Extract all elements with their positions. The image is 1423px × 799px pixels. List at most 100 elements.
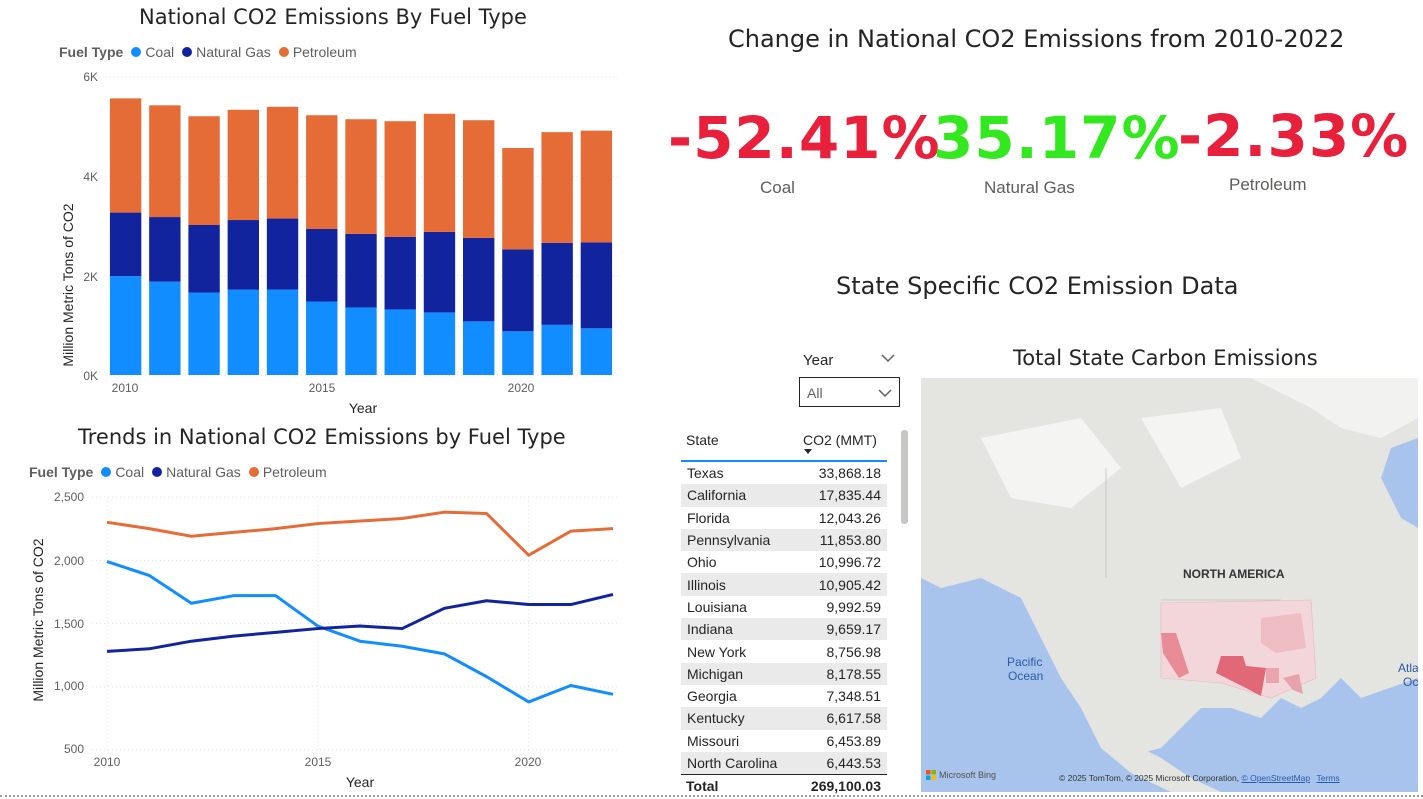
legend-item-natural-gas[interactable]: Natural Gas (182, 44, 271, 60)
year-dropdown[interactable]: All (799, 377, 900, 407)
bar-petroleum-2011[interactable] (149, 105, 181, 218)
year-dropdown-value: All (807, 385, 823, 401)
bar-petroleum-2022[interactable] (580, 130, 613, 243)
table-row[interactable]: Florida 12,043.26 (681, 507, 887, 529)
table-row[interactable]: Missouri 6,453.89 (681, 730, 887, 752)
bar-coal-2022[interactable] (580, 328, 613, 375)
bar-natural-gas-2010[interactable] (109, 212, 142, 277)
table-row[interactable]: Georgia 7,348.51 (681, 685, 887, 707)
state-cell: Missouri (687, 732, 740, 749)
bar-coal-2017[interactable] (384, 309, 416, 375)
y-tick: 2,000 (54, 554, 84, 568)
bar-coal-2016[interactable] (345, 307, 377, 375)
line-petroleum[interactable] (106, 510, 614, 557)
bar-petroleum-2016[interactable] (345, 119, 377, 234)
legend-item-coal[interactable]: Coal (131, 44, 174, 60)
table-row[interactable]: Indiana 9,659.17 (681, 618, 887, 641)
legend-item-petroleum[interactable]: Petroleum (248, 464, 327, 480)
column-header-state[interactable]: State (686, 432, 719, 448)
table-row[interactable]: Kentucky 6,617.58 (681, 707, 887, 730)
bar-petroleum-2015[interactable] (306, 115, 338, 229)
legend-item-coal[interactable]: Coal (101, 464, 144, 480)
bar-chart-legend: Fuel Type Coal Natural Gas Petroleum (59, 44, 365, 60)
state-cell: Kentucky (681, 707, 801, 730)
terms-link[interactable]: Terms (1316, 773, 1340, 783)
state-texas (1216, 656, 1266, 696)
bar-natural-gas-2016[interactable] (345, 233, 377, 308)
bar-chart[interactable]: 6K 4K 2K 0K 2010 2015 2020 Year Million … (0, 60, 640, 420)
legend-item-natural-gas[interactable]: Natural Gas (152, 464, 241, 480)
table-scrollbar[interactable] (901, 430, 908, 524)
bar-natural-gas-2013[interactable] (227, 220, 259, 290)
bar-petroleum-2018[interactable] (423, 113, 456, 232)
bar-petroleum-2014[interactable] (266, 106, 299, 219)
bar-natural-gas-2018[interactable] (423, 231, 456, 313)
state-louisiana (1266, 668, 1279, 683)
bing-logo: Microsoft Bing (926, 770, 996, 780)
legend-title: Fuel Type (29, 464, 94, 480)
bar-coal-2020[interactable] (502, 331, 534, 375)
table-row[interactable]: California 17,835.44 (681, 484, 887, 507)
bar-petroleum-2021[interactable] (541, 132, 573, 243)
bar-petroleum-2010[interactable] (109, 98, 142, 213)
bar-natural-gas-2014[interactable] (266, 218, 299, 290)
bar-coal-2018[interactable] (423, 312, 456, 375)
bar-coal-2010[interactable] (109, 276, 142, 375)
table-row[interactable]: North Carolina 6,443.53 (681, 751, 887, 775)
bar-petroleum-2012[interactable] (188, 116, 220, 226)
bar-natural-gas-2019[interactable] (463, 237, 495, 322)
y-tick: 6K (83, 70, 98, 84)
bar-natural-gas-2017[interactable] (384, 236, 416, 310)
bar-petroleum-2020[interactable] (502, 148, 534, 250)
sort-descending-icon[interactable] (803, 448, 813, 455)
bar-coal-2015[interactable] (306, 301, 338, 375)
table-row[interactable]: Illinois 10,905.42 (681, 573, 887, 596)
bar-natural-gas-2020[interactable] (502, 249, 534, 332)
column-header-co2[interactable]: CO2 (MMT) (803, 432, 877, 448)
table-row[interactable]: Texas 33,868.18 (681, 462, 887, 484)
table-total-row: Total 269,100.03 (681, 774, 887, 797)
line-natural-gas[interactable] (106, 592, 614, 653)
state-emissions-map[interactable]: NORTH AMERICA Pacific Ocean Atla Oc Micr… (921, 378, 1418, 792)
kpi-petroleum-value: -2.33% (1178, 102, 1410, 170)
table-row[interactable]: Louisiana 9,992.59 (681, 596, 887, 618)
bar-coal-2013[interactable] (227, 289, 259, 375)
table-row[interactable]: Michigan 8,178.55 (681, 662, 887, 685)
table-row[interactable]: Ohio 10,996.72 (681, 551, 887, 573)
map-canvas[interactable] (921, 378, 1418, 792)
legend-item-petroleum[interactable]: Petroleum (278, 44, 357, 60)
value-cell: 6,443.53 (800, 751, 887, 775)
bar-petroleum-2017[interactable] (384, 121, 416, 237)
line-chart-legend: Fuel Type Coal Natural Gas Petroleum (29, 464, 335, 480)
value-cell: 12,043.26 (818, 509, 881, 526)
bar-natural-gas-2022[interactable] (580, 242, 613, 329)
y-tick: 500 (64, 742, 84, 756)
chevron-down-icon[interactable] (880, 352, 896, 364)
bar-natural-gas-2021[interactable] (541, 242, 573, 325)
map-title: Total State Carbon Emissions (1013, 346, 1318, 370)
value-cell: 17,835.44 (800, 484, 887, 507)
value-cell: 11,853.80 (800, 528, 887, 552)
line-coal[interactable] (106, 560, 614, 704)
bar-coal-2021[interactable] (541, 324, 573, 375)
bar-petroleum-2013[interactable] (227, 109, 259, 221)
table-row[interactable]: Pennsylvania 11,853.80 (681, 528, 887, 552)
bar-natural-gas-2015[interactable] (306, 228, 338, 302)
bar-coal-2014[interactable] (266, 289, 299, 375)
bar-chart-title: National CO2 Emissions By Fuel Type (139, 5, 527, 29)
state-table[interactable]: State CO2 (MMT) Texas 33,868.18 Californi… (681, 427, 887, 797)
page-bottom-border (0, 795, 1423, 797)
bar-coal-2011[interactable] (149, 281, 181, 375)
bar-petroleum-2019[interactable] (463, 120, 495, 238)
state-cell: Ohio (687, 554, 717, 571)
bar-natural-gas-2012[interactable] (188, 225, 220, 293)
bar-coal-2019[interactable] (463, 321, 495, 375)
state-cell: Indiana (681, 618, 801, 641)
openstreetmap-link[interactable]: © OpenStreetMap (1241, 773, 1311, 783)
bar-natural-gas-2011[interactable] (149, 217, 181, 282)
line-chart[interactable]: 2,500 2,000 1,500 1,000 500 2010 2015 20… (0, 480, 640, 799)
bar-coal-2012[interactable] (188, 292, 220, 375)
state-cell: Georgia (687, 688, 737, 705)
state-cell: Michigan (681, 662, 801, 685)
table-row[interactable]: New York 8,756.98 (681, 640, 887, 662)
